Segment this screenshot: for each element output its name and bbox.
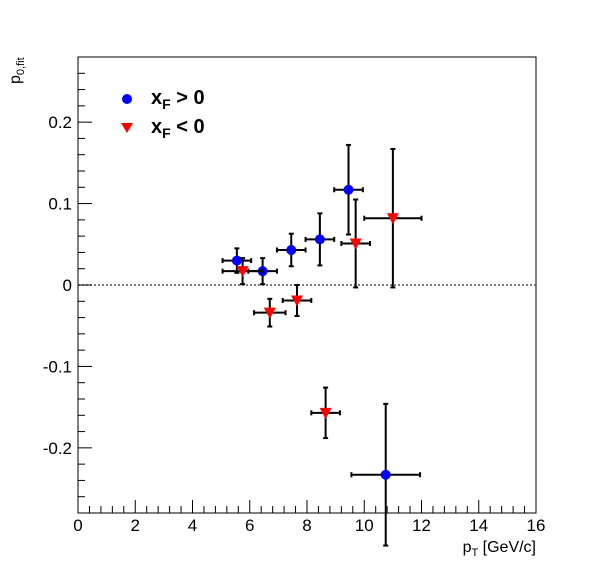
data-point [304, 212, 336, 267]
y-axis-title: p0,fit [7, 57, 27, 84]
tick-labels-group: 0 2 4 6 8 10 12 14 16 -0.2 -0.1 0 0.1 0.2 [43, 113, 546, 535]
x-tick-label: 2 [131, 516, 140, 535]
marker-circle [380, 469, 391, 480]
data-point [253, 297, 287, 328]
legend-label-xf-positive-rest: > 0 [171, 87, 205, 109]
data-point [281, 284, 313, 317]
x-tick-label: 14 [469, 516, 488, 535]
y-tick-label: -0.1 [43, 357, 72, 376]
series-xf-positive [221, 143, 422, 547]
marker-circle [286, 244, 297, 255]
legend-label-xf-negative-main: x [151, 116, 162, 138]
ticks-group [77, 56, 537, 514]
marker-triangle-down [290, 295, 303, 307]
marker-circle [343, 184, 354, 195]
marker-triangle-down [319, 407, 332, 419]
x-tick-label: 8 [302, 516, 311, 535]
marker-circle [314, 234, 325, 245]
y-tick-label: 0.2 [48, 113, 72, 132]
data-point [221, 257, 264, 286]
marker-triangle-down [386, 213, 399, 225]
y-axis-title-main: p [7, 75, 24, 84]
series-xf-negative [221, 148, 423, 440]
marker-circle [231, 255, 242, 266]
data-point [363, 148, 423, 289]
legend-label-xf-positive: xF > 0 [151, 87, 205, 112]
legend-marker-xf-positive [122, 94, 132, 104]
marker-triangle-down [349, 238, 362, 250]
y-tick-label: -0.2 [43, 439, 72, 458]
x-axis-title: pT [GeV/c] [463, 539, 536, 559]
legend-label-xf-positive-sub: F [162, 96, 171, 112]
data-point [221, 247, 253, 274]
series-group [221, 143, 423, 547]
data-point [350, 402, 422, 547]
data-point [340, 198, 371, 289]
x-tick-label: 6 [245, 516, 254, 535]
x-axis-title-rest: [GeV/c] [478, 539, 536, 556]
legend-label-xf-negative-rest: < 0 [171, 116, 205, 138]
y-tick-label: 0 [63, 276, 72, 295]
x-axis-title-main: p [463, 539, 472, 556]
x-axis-title-sub: T [471, 547, 478, 559]
legend-label-xf-positive-main: x [151, 87, 162, 109]
x-tick-label: 12 [412, 516, 431, 535]
legend-marker-xf-negative [121, 123, 133, 133]
y-axis-title-sub: 0,fit [15, 57, 27, 75]
legend-label-xf-negative-sub: F [162, 125, 171, 141]
marker-triangle-down [236, 266, 249, 278]
x-tick-label: 4 [188, 516, 197, 535]
x-tick-label: 10 [355, 516, 374, 535]
x-tick-label: 0 [73, 516, 82, 535]
data-point [333, 143, 364, 236]
data-point [275, 232, 307, 268]
legend-label-xf-negative: xF < 0 [151, 116, 205, 141]
y-tick-label: 0.1 [48, 195, 72, 214]
legend: xF > 0 xF < 0 [121, 87, 205, 141]
marker-triangle-down [263, 307, 276, 319]
x-tick-label: 16 [527, 516, 546, 535]
data-point [310, 386, 341, 440]
